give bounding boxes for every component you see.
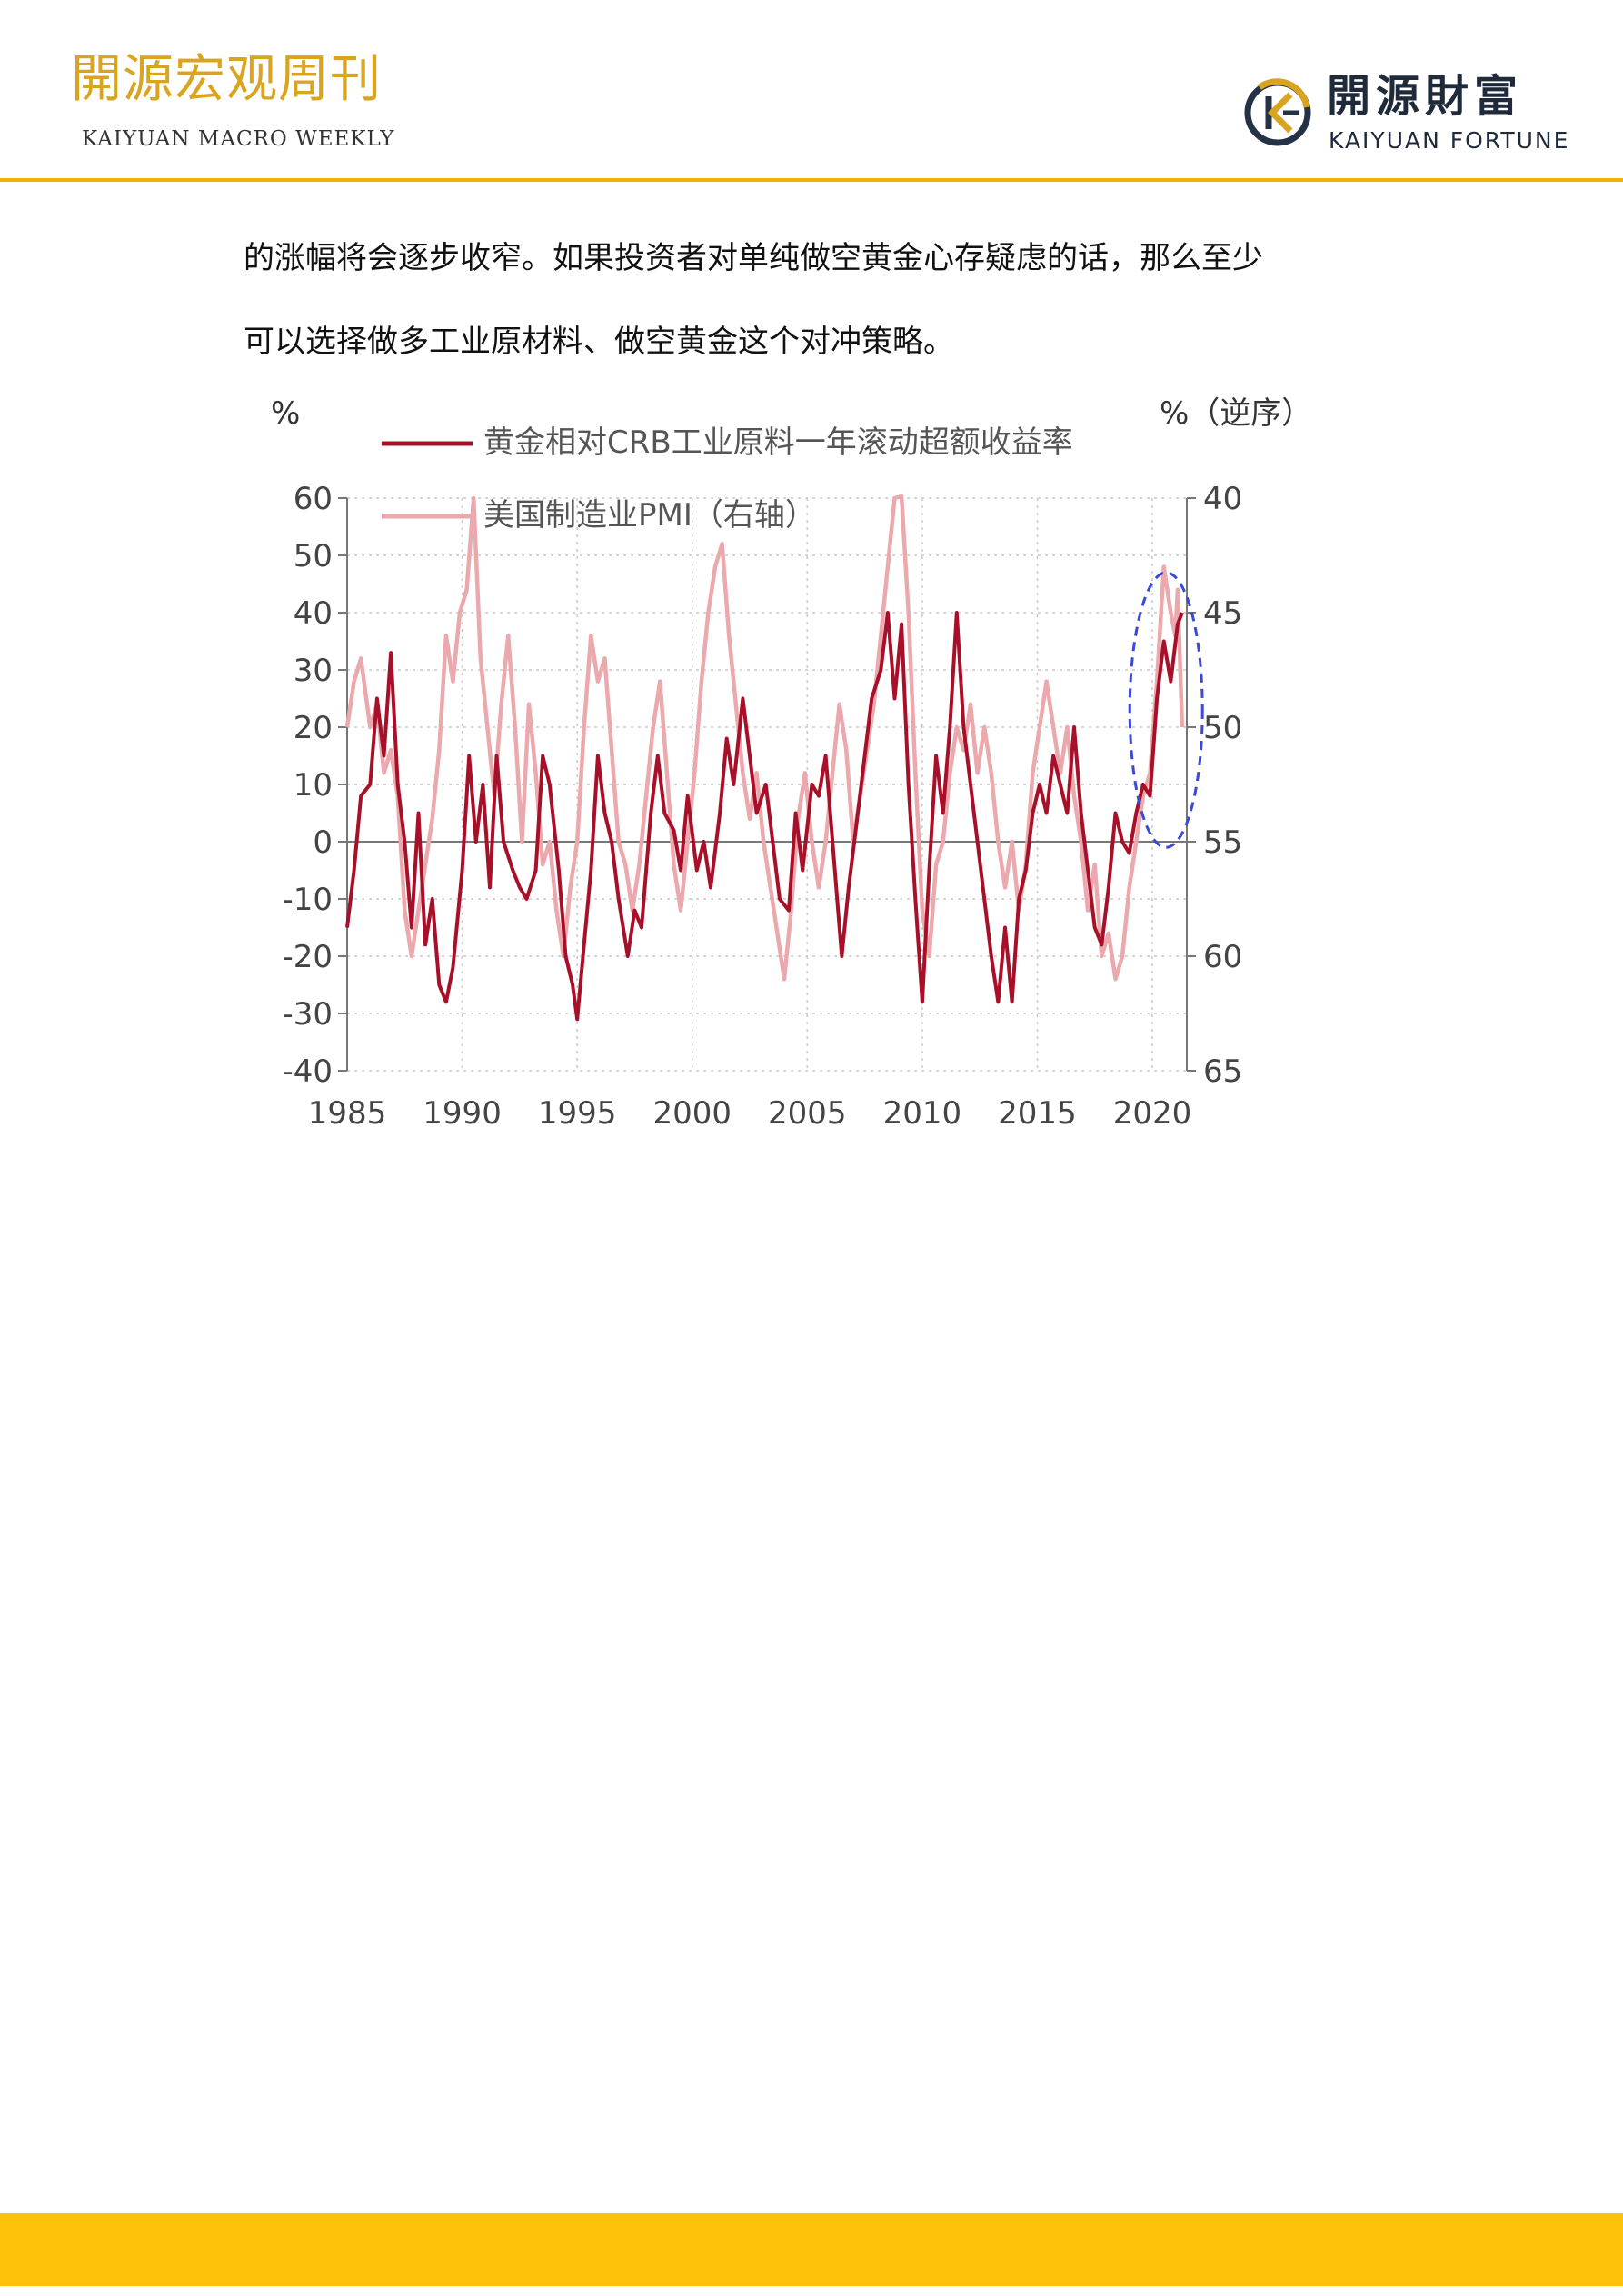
body-line: 可以选择做多工业原材料、做空黄金这个对冲策略。: [244, 324, 954, 360]
chart-series: [344, 494, 1185, 1022]
left-tick-label: -30: [282, 996, 333, 1033]
x-tick-label: 2010: [883, 1095, 962, 1132]
x-tick-label: 2020: [1113, 1095, 1192, 1132]
right-tick-label: 45: [1203, 595, 1242, 632]
x-tick-label: 2015: [998, 1095, 1077, 1132]
left-tick-label: -20: [282, 939, 333, 975]
brand-name-en: KAIYUAN FORTUNE: [1329, 127, 1570, 154]
brand-name-cn: 開源財富: [1327, 71, 1524, 122]
page-header: 開源宏观周刊 KAIYUAN MACRO WEEKLY 開源財富 KAIYUAN…: [0, 0, 1623, 182]
series-line-us-pmi: [344, 494, 1185, 982]
header-divider: [0, 178, 1623, 182]
chart-ticks: 6050403020100-10-20-30-40404550556065198…: [282, 481, 1242, 1132]
left-tick-label: 0: [313, 824, 333, 861]
x-tick-label: 2000: [652, 1095, 732, 1132]
kaiyuan-k-logo-icon: [1244, 78, 1311, 146]
publication-title: 開源宏观周刊: [71, 50, 382, 109]
left-axis-unit: %: [271, 395, 300, 432]
left-tick-label: -40: [282, 1053, 333, 1090]
body-line: 的涨幅将会逐步收窄。如果投资者对单纯做空黄金心存疑虑的话，那么至少: [244, 240, 1263, 276]
x-tick-label: 1995: [538, 1095, 617, 1132]
left-tick-label: 20: [294, 710, 333, 746]
left-tick-label: -10: [282, 882, 333, 918]
legend-label: 美国制造业PMI（右轴）: [483, 497, 816, 534]
series-line-gold-vs-crb: [345, 611, 1184, 1022]
right-tick-label: 40: [1203, 481, 1242, 517]
x-tick-label: 2005: [768, 1095, 847, 1132]
footer-bar: [0, 2213, 1623, 2286]
body-paragraph: 的涨幅将会逐步收窄。如果投资者对单纯做空黄金心存疑虑的话，那么至少 可以选择做多…: [244, 216, 1389, 384]
legend-label: 黄金相对CRB工业原料一年滚动超额收益率: [483, 424, 1073, 461]
right-tick-label: 60: [1203, 939, 1242, 975]
x-tick-label: 1990: [423, 1095, 502, 1132]
right-axis-unit: %（逆序）: [1160, 395, 1299, 432]
right-tick-label: 50: [1203, 710, 1242, 746]
left-tick-label: 30: [294, 653, 333, 689]
left-tick-label: 60: [294, 481, 333, 517]
left-tick-label: 50: [294, 538, 333, 574]
publication-subtitle: KAIYUAN MACRO WEEKLY: [82, 127, 395, 151]
brand-block: 開源財富 KAIYUAN FORTUNE: [1243, 73, 1570, 155]
highlight-ellipse: [1128, 571, 1204, 849]
right-tick-label: 65: [1203, 1053, 1242, 1090]
dual-axis-line-chart: 6050403020100-10-20-30-40404550556065198…: [271, 395, 1312, 1132]
chart-container: 60 50 40 30 20 10 0 -10 -20 -30 -40 40 45 50 55 60 65 198…: [245, 382, 1312, 1145]
right-tick-label: 55: [1203, 824, 1242, 861]
left-tick-label: 40: [294, 595, 333, 632]
left-tick-label: 10: [294, 767, 333, 804]
x-tick-label: 1985: [308, 1095, 387, 1132]
